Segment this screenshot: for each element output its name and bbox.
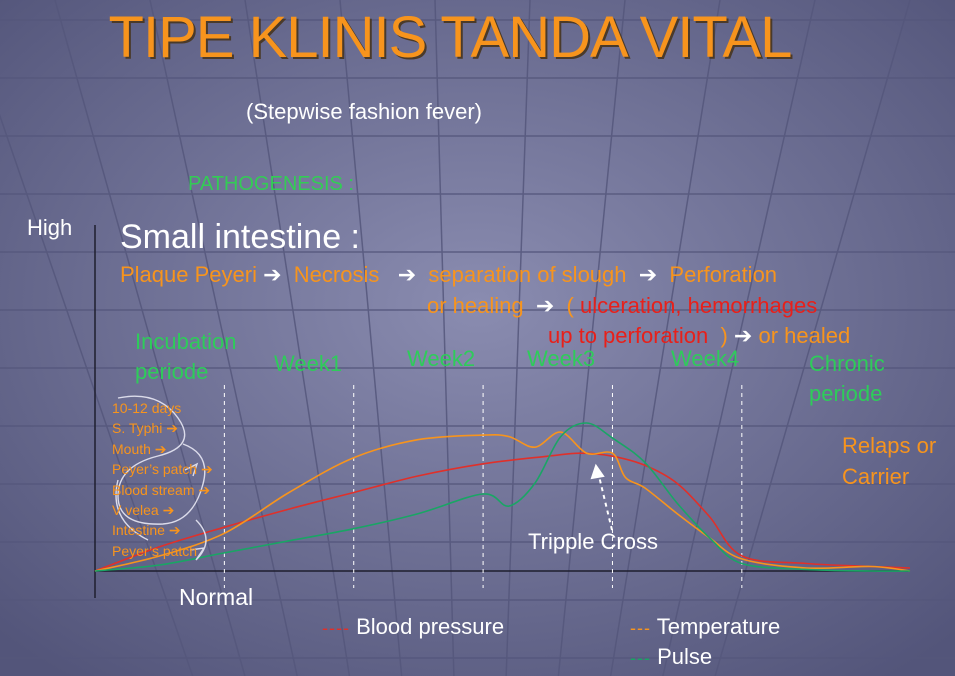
y-axis-normal-label: Normal — [179, 584, 254, 610]
pathway-line-2: or healing ➔ ( ulceration, hemorrhages — [427, 293, 817, 319]
incubation-steps-list: 10-12 days S. Typhi ➔ Mouth ➔ Peyer’s pa… — [112, 398, 213, 561]
legend-label-temperature: Temperature — [656, 614, 781, 639]
arrow-icon: ➔ — [733, 323, 753, 348]
stage-label-week2: Week2 — [407, 346, 476, 371]
arrow-icon: ➔ — [535, 293, 555, 318]
legend-label-blood-pressure: Blood pressure — [356, 614, 505, 639]
or-healing-text: or healing — [427, 293, 524, 318]
incubation-step: S. Typhi ➔ — [112, 420, 178, 437]
legend-item-pulse: --- Pulse — [630, 644, 712, 670]
necrosis-text: Necrosis — [293, 262, 380, 287]
series-line-pulse — [94, 422, 911, 572]
incubation-step: Peyer’s patch ➔ — [112, 461, 213, 478]
slide-subtitle: (Stepwise fashion fever) — [246, 99, 482, 124]
stage-label-chronic: Chronic periode — [809, 349, 885, 409]
legend-marker-temperature: --- — [630, 618, 651, 638]
legend-item-blood-pressure: ---- Blood pressure — [322, 614, 504, 640]
stage-label-line: Incubation — [135, 329, 237, 354]
tripple-cross-arrowhead-icon — [590, 463, 605, 480]
perforation-text: Perforation — [669, 262, 778, 287]
stage-label-week3: Week3 — [527, 346, 596, 371]
incubation-step: Peyer’s patch — [112, 542, 198, 559]
ulceration-text: ulceration, hemorrhages — [580, 293, 818, 318]
small-intestine-title: Small intestine : — [120, 218, 360, 256]
relaps-line: Carrier — [842, 464, 910, 489]
arrow-icon: ➔ — [638, 262, 658, 287]
incubation-swirl-arrow-icon — [115, 395, 207, 561]
plaque-peyeri-text: Plaque Peyeri — [120, 262, 257, 287]
tripple-cross-label: Tripple Cross — [528, 529, 658, 554]
incubation-step: Blood stream ➔ — [112, 481, 211, 498]
pathway-line-3: up to perforation ) ➔ or healed — [548, 323, 850, 349]
relaps-line: Relaps or — [842, 433, 937, 458]
incubation-step: Intestine ➔ — [112, 522, 181, 539]
incubation-step: V velea ➔ — [112, 502, 175, 519]
legend-item-temperature: --- Temperature — [630, 614, 780, 640]
arrow-icon: ➔ — [397, 262, 417, 287]
pathogenesis-label: PATHOGENESIS : — [188, 173, 354, 195]
legend-label-pulse: Pulse — [657, 644, 713, 669]
slide-title: TIPE KLINIS TANDA VITAL — [108, 5, 793, 70]
up-to-perforation-text: up to perforation — [548, 323, 709, 348]
arrow-icon: ➔ — [263, 262, 282, 287]
pathway-line-1: Plaque Peyeri ➔ Necrosis ➔ separation of… — [120, 262, 777, 288]
stage-label-week1: Week1 — [274, 351, 343, 376]
incubation-step: Mouth ➔ — [112, 440, 167, 457]
or-healed-text: or healed — [758, 323, 851, 348]
open-paren: ( — [566, 293, 574, 318]
stage-label-line: periode — [135, 359, 209, 384]
close-paren: ) — [720, 323, 728, 348]
series-line-temperature — [94, 431, 911, 572]
tripple-cross-arrow — [597, 471, 613, 531]
y-axis-high-label: High — [27, 215, 73, 240]
stage-label-week4: Week4 — [671, 346, 740, 371]
stage-label-line: periode — [809, 381, 883, 406]
series-line-blood-pressure — [94, 452, 911, 572]
stage-label-line: Chronic — [809, 351, 885, 376]
legend-marker-blood-pressure: ---- — [322, 618, 350, 638]
relaps-carrier-label: Relaps or Carrier — [842, 430, 936, 492]
legend-marker-pulse: --- — [630, 648, 651, 668]
separation-text: separation of slough — [428, 262, 627, 287]
incubation-step: 10-12 days — [112, 400, 182, 416]
stage-label-incubation: Incubation periode — [135, 327, 237, 387]
